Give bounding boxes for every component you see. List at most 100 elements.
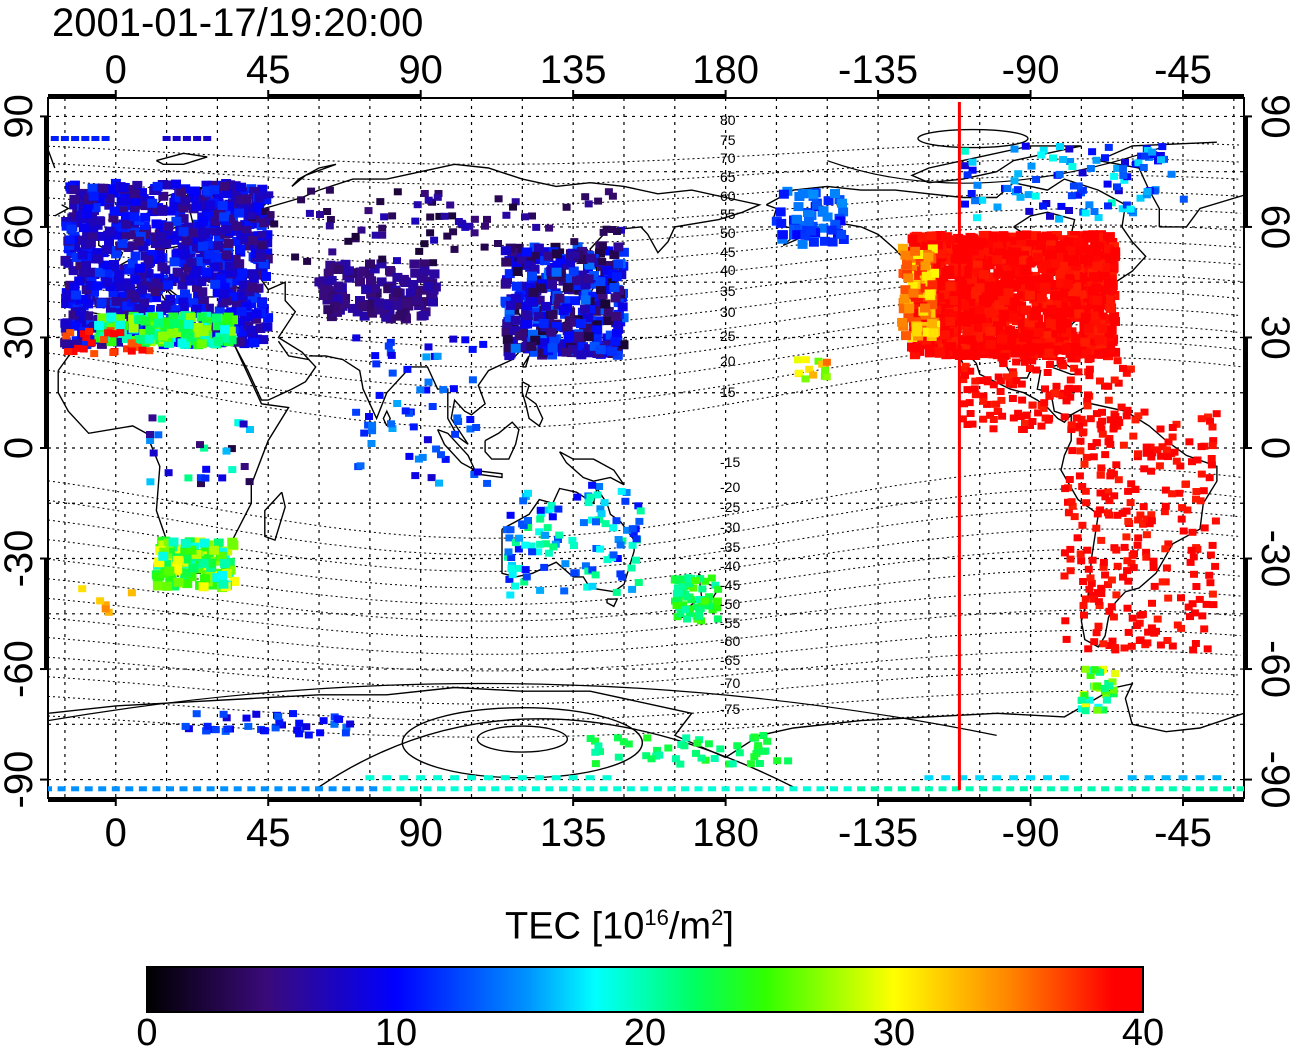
tec-point [1025, 290, 1035, 300]
tec-point [613, 242, 624, 252]
tec-point [145, 325, 156, 335]
tec-point [521, 566, 530, 574]
contour-ring [476, 725, 569, 753]
frame-band-top [573, 94, 726, 99]
tec-point [412, 295, 422, 305]
tec-point [1143, 639, 1152, 647]
tec-point [763, 737, 772, 745]
tec-point [970, 351, 981, 360]
tec-point [607, 346, 618, 356]
tec-point [682, 734, 691, 742]
frame-band-left [44, 558, 49, 670]
tec-point [422, 386, 431, 394]
tec-point [117, 232, 128, 241]
magnetic-latitude-line [48, 690, 1241, 722]
tec-point [227, 292, 238, 302]
tec-point [424, 196, 433, 204]
tec-point [77, 250, 88, 260]
tec-point [213, 241, 224, 251]
tec-point [802, 356, 810, 364]
tec-point [1072, 414, 1081, 422]
tec-point [248, 236, 258, 245]
tec-point [212, 321, 223, 331]
tec-point [1034, 409, 1043, 417]
tec-point [1046, 234, 1056, 244]
tec-point [504, 305, 515, 315]
tec-point [994, 373, 1003, 381]
tec-point [1099, 558, 1108, 566]
coastline-segment [484, 421, 520, 460]
tec-point [1197, 415, 1206, 423]
tec-point [201, 474, 210, 482]
tec-point [1206, 417, 1214, 425]
frame-band-top [268, 94, 421, 99]
tec-point [1071, 334, 1082, 343]
tec-point [602, 261, 613, 270]
tec-point [1093, 303, 1104, 313]
tec-point [449, 385, 458, 393]
tec-point [69, 348, 78, 356]
tec-point [1019, 786, 1028, 792]
tec-point [965, 297, 976, 307]
tec-point [967, 190, 976, 197]
right-lat-label: 90 [1253, 94, 1292, 139]
tec-point [999, 360, 1008, 368]
right-lat-label: -30 [1253, 530, 1292, 588]
tec-point [266, 211, 275, 219]
tec-point [508, 571, 517, 579]
tec-point [218, 289, 229, 299]
magnetic-lat-label: -50 [720, 596, 740, 612]
tec-point [60, 318, 71, 328]
tec-point [611, 329, 622, 338]
frame-band-top [48, 94, 116, 99]
tec-point [920, 303, 930, 313]
tec-point [940, 330, 950, 340]
tec-point [588, 291, 599, 301]
tec-point [1189, 553, 1198, 561]
tec-point [1077, 415, 1086, 423]
tec-point [1010, 344, 1021, 354]
tec-point [1124, 628, 1133, 636]
tec-point [432, 445, 441, 453]
tec-point [819, 236, 830, 246]
tec-point [1096, 421, 1105, 429]
tec-point [998, 412, 1007, 420]
frame-band-top [1183, 94, 1244, 99]
tec-point [409, 786, 418, 792]
tec-point [538, 319, 549, 328]
tec-point [98, 786, 107, 792]
tec-point [147, 283, 158, 293]
tec-point [220, 325, 231, 335]
tec-point [85, 217, 96, 227]
tec-point [1012, 377, 1021, 385]
tec-point [368, 427, 377, 435]
tec-point [1150, 582, 1159, 590]
tec-point [1147, 624, 1156, 632]
tec-point [551, 267, 562, 277]
tec-point [216, 274, 227, 284]
tec-point [116, 329, 125, 337]
tec-point [797, 189, 808, 199]
tec-point [927, 280, 938, 290]
tec-point [367, 440, 376, 447]
tec-point [1212, 775, 1222, 781]
tec-point [1092, 410, 1101, 418]
tec-point [984, 260, 995, 270]
tec-point [713, 615, 722, 623]
tec-point [1060, 786, 1069, 792]
tec-point [468, 345, 477, 353]
tec-point [94, 333, 105, 343]
tec-point [393, 257, 401, 265]
tec-point [934, 348, 945, 358]
tec-point [240, 301, 251, 311]
tec-point [533, 243, 544, 253]
tec-point [1100, 250, 1111, 260]
tec-point [241, 225, 252, 235]
tec-point [121, 219, 132, 229]
tec-point [151, 293, 162, 303]
tec-point [975, 254, 986, 264]
tec-point [1078, 331, 1089, 341]
tec-point [252, 283, 263, 293]
tec-point [74, 276, 85, 286]
tec-point [480, 243, 489, 251]
